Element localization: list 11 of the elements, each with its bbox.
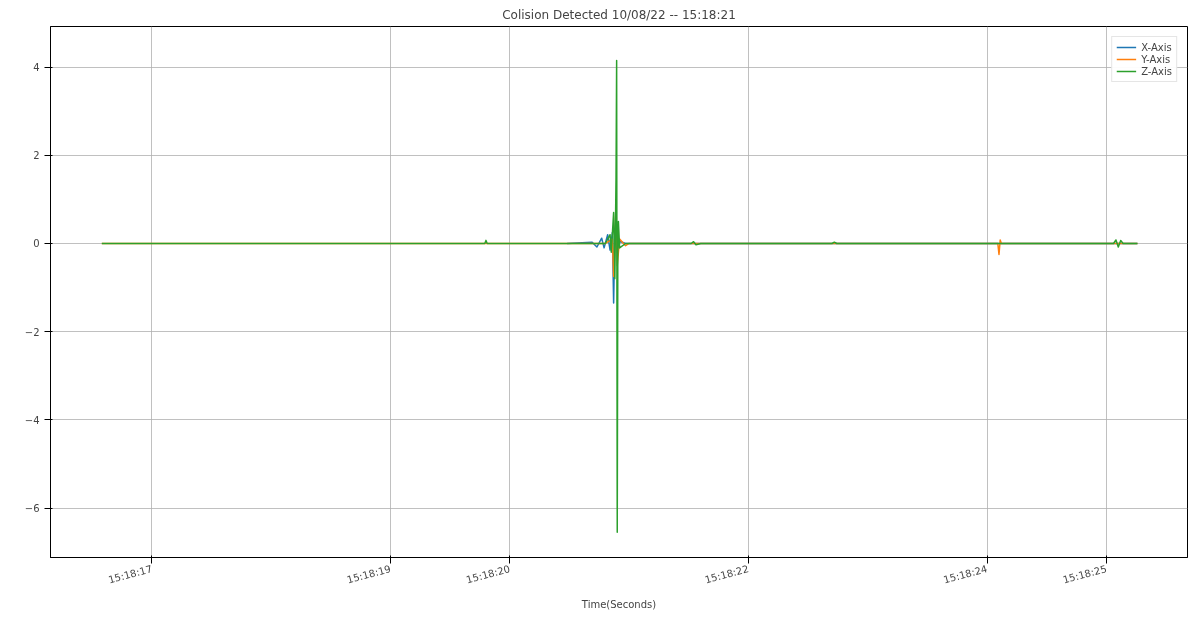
y-tick-label: −6 (24, 503, 40, 515)
x-axis-title: Time(Seconds) (580, 598, 657, 610)
y-tick-label: 0 (33, 238, 40, 250)
y-tick-label: −4 (24, 414, 40, 426)
legend-label: Y-Axis (1141, 53, 1171, 65)
y-tick-label: −2 (24, 326, 40, 338)
y-tick-label: 2 (33, 150, 40, 162)
y-tick-label: 4 (33, 62, 40, 74)
chart-title: Colision Detected 10/08/22 -- 15:18:21 (502, 7, 736, 22)
legend-label: Z-Axis (1141, 65, 1172, 77)
legend-label: X-Axis (1141, 41, 1172, 53)
